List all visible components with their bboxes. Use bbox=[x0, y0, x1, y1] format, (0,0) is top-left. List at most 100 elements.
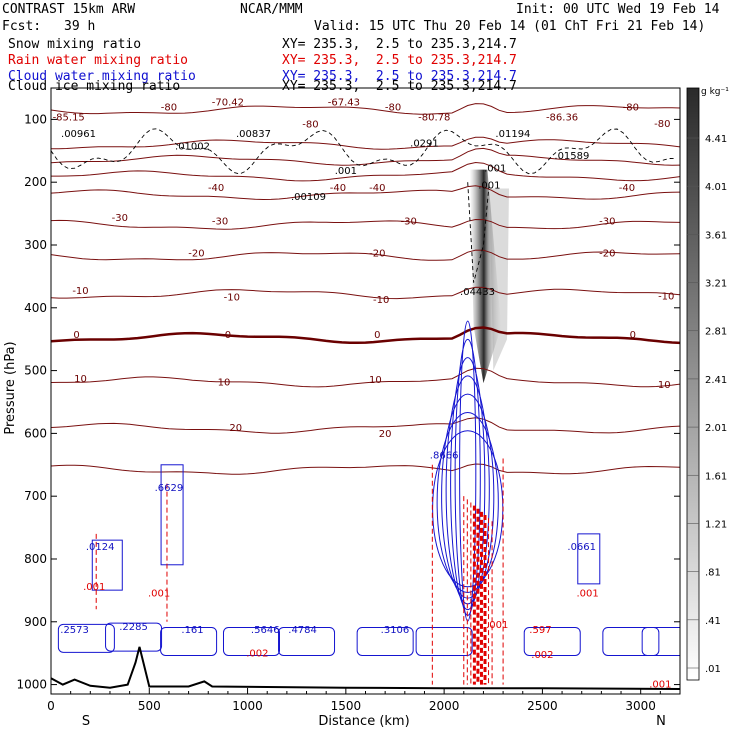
cloud-ice-label: -67.43 bbox=[328, 98, 360, 109]
cloud-water-contour bbox=[160, 626, 218, 656]
isotherm-label: -40 bbox=[208, 183, 224, 194]
field-xy-cloud-water: XY= 235.3, 2.5 to 235.3,214.7 bbox=[282, 69, 517, 84]
isotherm-label: -20 bbox=[188, 248, 204, 259]
isotherm-line bbox=[51, 147, 680, 166]
isotherm-label: 0 bbox=[225, 330, 231, 341]
cloud-water-contour bbox=[57, 623, 115, 653]
snow-contour-column bbox=[467, 182, 490, 283]
snow-label: .001 bbox=[478, 180, 500, 191]
y-tick-label: 300 bbox=[24, 238, 47, 252]
rain-water-label: .001 bbox=[576, 589, 598, 600]
cloud-water-label: .2285 bbox=[119, 622, 148, 633]
isotherm-line bbox=[51, 103, 680, 115]
isotherm-line bbox=[51, 136, 680, 150]
isotherm-label: 10 bbox=[369, 375, 382, 386]
snow-label: .00109 bbox=[291, 192, 326, 203]
colorbar-unit: g kg⁻¹ bbox=[701, 87, 729, 97]
cloud-water-contour bbox=[415, 626, 473, 656]
rain-water-contours bbox=[95, 458, 504, 685]
isotherm-line bbox=[51, 185, 680, 201]
rain-water-label: .001 bbox=[148, 589, 170, 600]
isotherm-label: -20 bbox=[369, 248, 385, 259]
colorbar-tick-label: .41 bbox=[705, 616, 721, 627]
colorbar-tick-label: 2.41 bbox=[705, 375, 727, 386]
snow-contours bbox=[51, 128, 677, 283]
snow-max-label: .04433 bbox=[460, 287, 495, 298]
x-tick-label: 0 bbox=[47, 699, 55, 713]
colorbar-gradient bbox=[686, 87, 700, 681]
snow-label: .01194 bbox=[495, 129, 530, 140]
cloud-water-contour bbox=[278, 626, 336, 656]
colorbar-tick-label: 4.01 bbox=[705, 182, 727, 193]
isotherm-label: 20 bbox=[379, 429, 392, 440]
cloud-water-contour bbox=[222, 626, 280, 656]
isotherm-label: -10 bbox=[658, 292, 674, 303]
snow-label: .001 bbox=[484, 164, 506, 175]
cloud-water-contour bbox=[523, 626, 581, 656]
isotherm-label: 20 bbox=[229, 423, 242, 434]
isotherm-label: -30 bbox=[112, 213, 128, 224]
axes: 0 500 1000 1500 2000 2500 30001002003004005006… bbox=[16, 112, 681, 713]
colorbar-tick-label: 1.21 bbox=[705, 519, 727, 530]
rain-water-label: .002 bbox=[531, 650, 553, 661]
forecast-value: 39 h bbox=[64, 19, 96, 34]
isotherm-label: -80 bbox=[623, 103, 639, 114]
isotherm-label: 10 bbox=[218, 378, 231, 389]
rain-water-label: .001 bbox=[83, 582, 105, 593]
forecast-label: Fcst: bbox=[2, 19, 42, 34]
y-tick-label: 700 bbox=[24, 489, 47, 503]
isotherm-label: -80 bbox=[385, 103, 401, 114]
colorbar-tick-label: .81 bbox=[705, 568, 721, 579]
isotherm-line bbox=[51, 326, 680, 345]
x-axis-end-label: N bbox=[656, 714, 666, 729]
isotherm-label: -10 bbox=[373, 295, 389, 306]
contour-labels: -80 -80 -80 -80 -80 -40 -40 -40 -40 -30 -30 -30 -30 -… bbox=[53, 98, 675, 691]
isotherm-label: -10 bbox=[224, 292, 240, 303]
isotherm-label: -10 bbox=[72, 286, 88, 297]
y-tick-label: 200 bbox=[24, 175, 47, 189]
field-name-snow: Snow mixing ratio bbox=[8, 37, 142, 52]
cloud-water-contour bbox=[356, 626, 414, 656]
isotherm-label: 0 bbox=[73, 330, 79, 341]
y-tick-label: 600 bbox=[24, 426, 47, 440]
cloud-water-contour bbox=[641, 626, 680, 656]
field-xy-snow: XY= 235.3, 2.5 to 235.3,214.7 bbox=[282, 37, 517, 52]
y-tick-label: 400 bbox=[24, 301, 47, 315]
x-tick-label: 2000 bbox=[429, 699, 460, 713]
isotherm-label: 10 bbox=[74, 374, 87, 385]
snow-label: .00961 bbox=[61, 129, 96, 140]
snow-label: .00837 bbox=[236, 129, 271, 140]
cloud-water-label: .2573 bbox=[60, 625, 89, 636]
y-tick-label: 900 bbox=[24, 615, 47, 629]
isotherm-label: -30 bbox=[212, 216, 228, 227]
valid-time: Valid: 15 UTC Thu 20 Feb 14 (01 ChT Fri … bbox=[314, 19, 706, 34]
isotherm-label: -30 bbox=[401, 216, 417, 227]
isotherm-line bbox=[51, 463, 680, 475]
colorbar: 4.41 4.01 3.61 3.21 2.81 2.41 2.01 1.61 1.21 .81.… bbox=[686, 87, 729, 681]
isotherm-label: -40 bbox=[330, 183, 346, 194]
rain-water-label: .001 bbox=[649, 680, 671, 691]
x-tick-label: 1500 bbox=[331, 699, 362, 713]
cloud-water-contour bbox=[436, 411, 499, 593]
cloud-water-label: .4784 bbox=[288, 625, 317, 636]
isotherm-label: -30 bbox=[599, 216, 615, 227]
cloud-water-label: .0124 bbox=[86, 542, 115, 553]
x-axis-label: Distance (km) bbox=[318, 714, 409, 729]
isotherm-label: -40 bbox=[369, 183, 385, 194]
colorbar-tick-label: 3.61 bbox=[705, 230, 727, 241]
snow-label: .0291 bbox=[410, 138, 439, 149]
cloud-ice-label: -70.42 bbox=[212, 98, 244, 109]
cloud-water-label: .6629 bbox=[155, 483, 184, 494]
snow-label: .01002 bbox=[175, 142, 210, 153]
field-xy-rain: XY= 235.3, 2.5 to 235.3,214.7 bbox=[282, 53, 517, 68]
cloud-water-contour bbox=[160, 464, 184, 566]
x-tick-label: 500 bbox=[138, 699, 161, 713]
y-tick-label: 1000 bbox=[16, 678, 47, 692]
snow-contour bbox=[51, 128, 677, 175]
isotherm-line bbox=[51, 417, 680, 434]
colorbar-tick-label: 3.21 bbox=[705, 279, 727, 290]
snow-label: .01589 bbox=[554, 151, 589, 162]
field-xy-cloud-ice: XY= 235.3, 2.5 to 235.3,214.7 bbox=[282, 79, 517, 94]
title-left: CONTRAST 15km ARW bbox=[2, 2, 136, 17]
snow-label: .001 bbox=[335, 166, 357, 177]
